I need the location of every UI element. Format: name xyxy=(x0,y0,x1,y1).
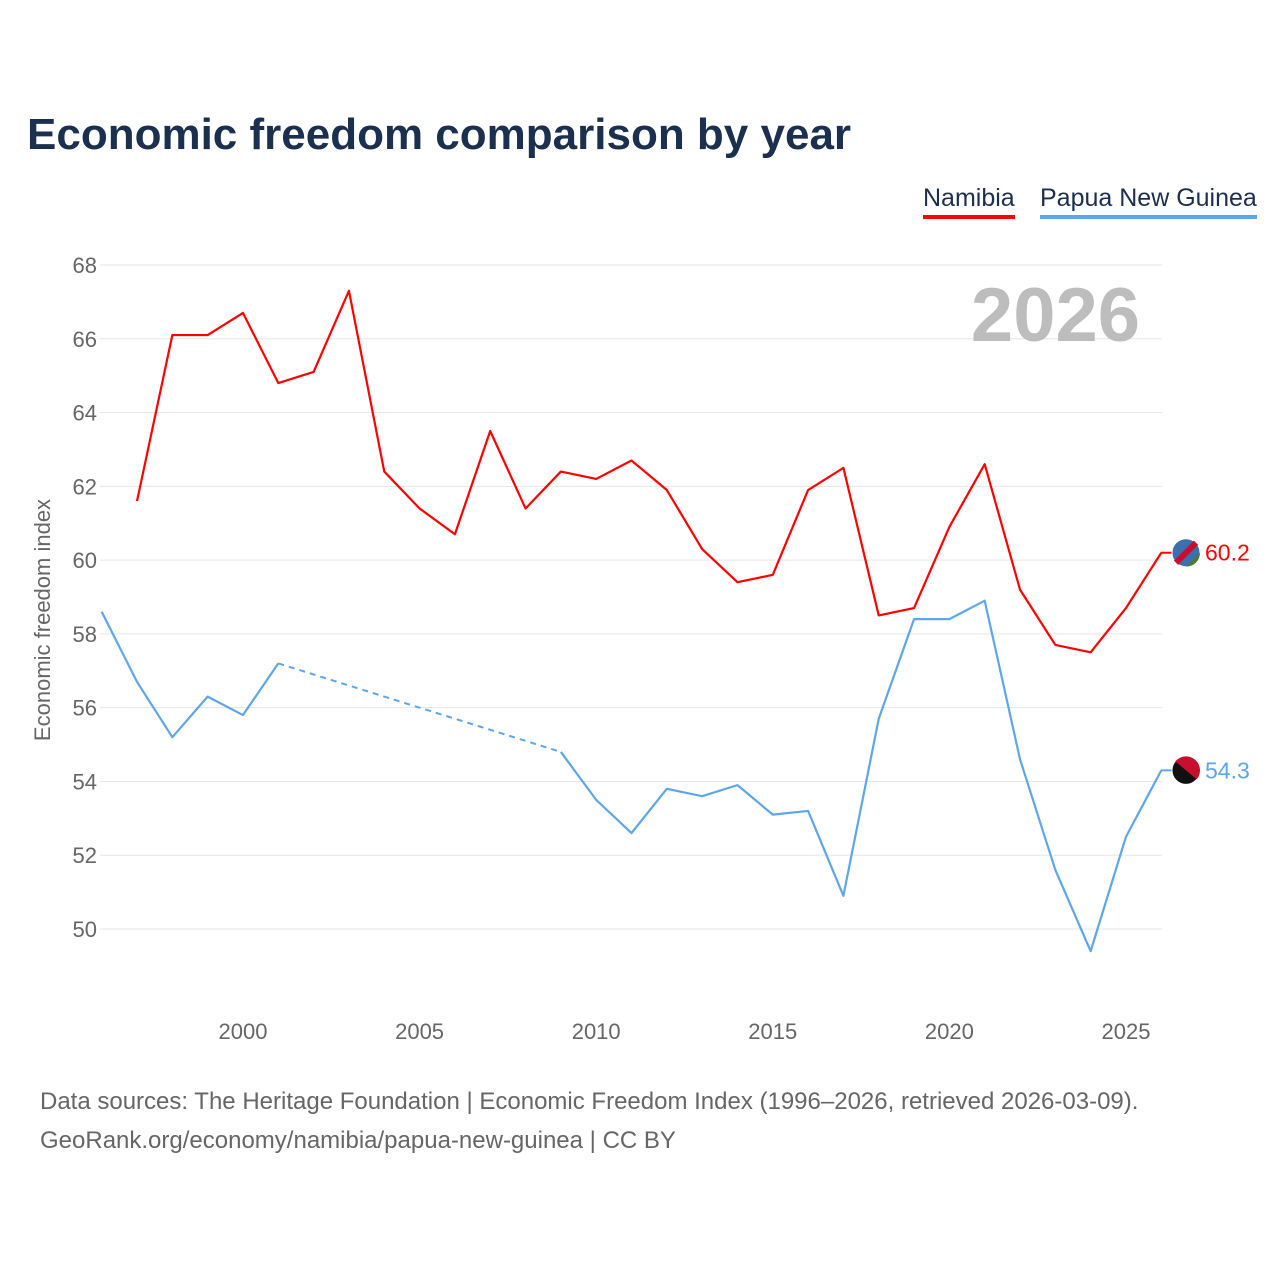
chart-title: Economic freedom comparison by year xyxy=(27,110,852,159)
end-label-namibia: 60.2 xyxy=(1205,540,1250,566)
y-tick-label: 54 xyxy=(73,769,97,794)
x-tick-label: 2010 xyxy=(572,1019,621,1044)
y-tick-label: 50 xyxy=(73,917,97,942)
x-tick-label: 2020 xyxy=(925,1019,974,1044)
y-tick-label: 56 xyxy=(73,696,97,721)
y-tick-label: 58 xyxy=(73,622,97,647)
flag-red xyxy=(1175,756,1200,780)
year-watermark: 2026 xyxy=(970,273,1140,358)
y-tick-label: 60 xyxy=(73,548,97,573)
end-label-papua-new-guinea: 54.3 xyxy=(1205,757,1250,783)
y-tick-label: 66 xyxy=(73,327,97,352)
x-tick-label: 2000 xyxy=(219,1019,268,1044)
y-axis-label: Economic freedom index xyxy=(30,499,55,741)
x-tick-label: 2005 xyxy=(395,1019,444,1044)
series-line-papua-new-guinea xyxy=(559,599,1163,953)
y-tick-label: 52 xyxy=(73,843,97,868)
legend-namibia[interactable]: Namibia xyxy=(923,184,1015,219)
flag-green xyxy=(1186,552,1200,567)
series-gap-papua-new-guinea xyxy=(278,662,562,753)
x-tick-label: 2015 xyxy=(748,1019,797,1044)
legend-papua-new-guinea[interactable]: Papua New Guinea xyxy=(1040,184,1257,219)
series-line-papua-new-guinea xyxy=(100,611,280,739)
footer-sources: Data sources: The Heritage Foundation | … xyxy=(40,1088,1139,1115)
flag-stripe xyxy=(1173,540,1199,565)
y-tick-label: 62 xyxy=(73,474,97,499)
x-tick-label: 2025 xyxy=(1102,1019,1151,1044)
series-line-namibia xyxy=(135,289,1163,654)
y-tick-label: 64 xyxy=(73,401,97,426)
footer-credit: GeoRank.org/economy/namibia/papua-new-gu… xyxy=(40,1127,676,1154)
y-tick-label: 68 xyxy=(73,253,97,278)
